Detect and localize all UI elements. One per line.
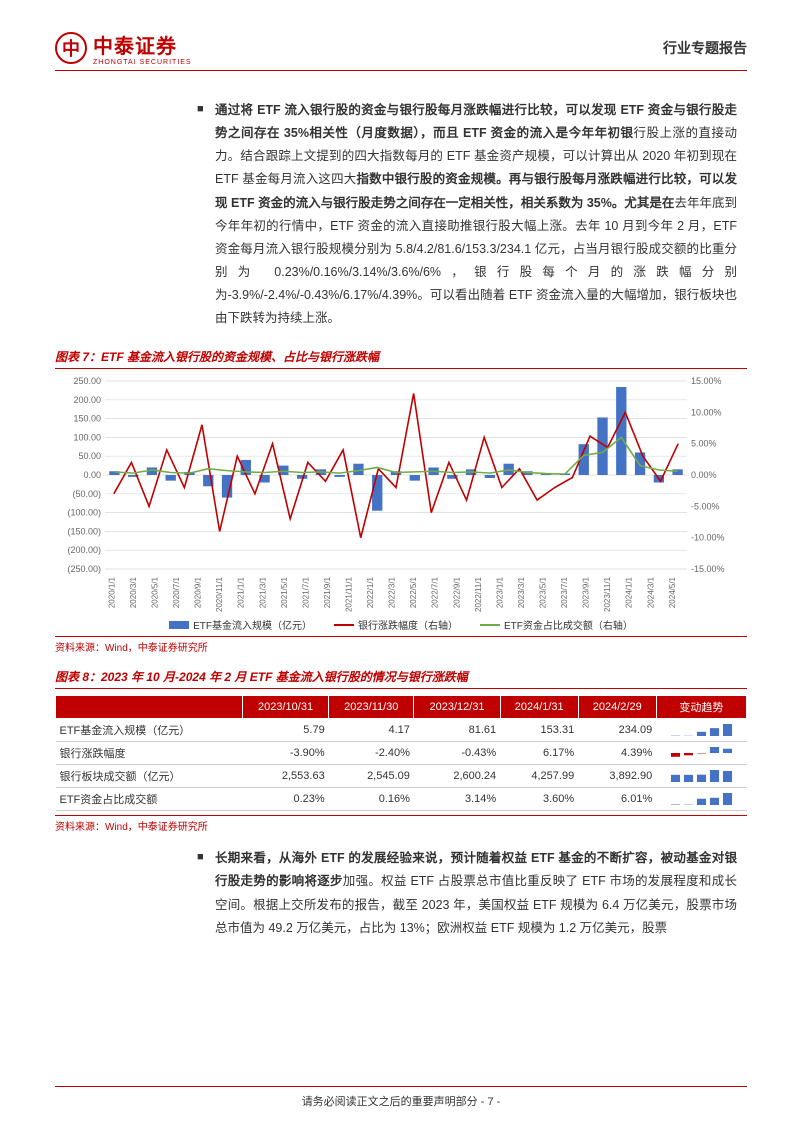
svg-text:10.00%: 10.00% — [691, 408, 722, 418]
svg-text:2024/3/1: 2024/3/1 — [646, 577, 655, 609]
svg-text:2020/5/1: 2020/5/1 — [150, 577, 159, 609]
legend-line1: 银行涨跌幅度（右轴） — [358, 617, 458, 632]
svg-text:2024/5/1: 2024/5/1 — [668, 577, 677, 609]
svg-text:2020/11/1: 2020/11/1 — [215, 577, 224, 613]
logo-text-cn: 中泰证券 — [93, 30, 192, 59]
svg-text:2020/7/1: 2020/7/1 — [172, 577, 181, 609]
svg-text:0.00: 0.00 — [83, 470, 101, 480]
svg-text:15.00%: 15.00% — [691, 376, 722, 386]
legend-line2: ETF资金占比成交额（右轴） — [504, 617, 633, 632]
svg-text:-5.00%: -5.00% — [691, 502, 720, 512]
svg-text:(100.00): (100.00) — [67, 508, 101, 518]
svg-text:-10.00%: -10.00% — [691, 533, 725, 543]
svg-text:(150.00): (150.00) — [67, 527, 101, 537]
svg-text:2022/1/1: 2022/1/1 — [366, 577, 375, 609]
svg-text:5.00%: 5.00% — [691, 439, 717, 449]
doc-type: 行业专题报告 — [663, 38, 747, 58]
svg-text:250.00: 250.00 — [73, 376, 101, 386]
svg-text:2021/1/1: 2021/1/1 — [237, 577, 246, 609]
svg-text:(200.00): (200.00) — [67, 545, 101, 555]
page-footer: 请务必阅读正文之后的重要声明部分 - 7 - — [0, 1086, 802, 1109]
chart-7: (250.00) (200.00) (150.00) (100.00) (50.00) 0… — [55, 375, 735, 615]
svg-text:2021/9/1: 2021/9/1 — [323, 577, 332, 609]
svg-text:50.00: 50.00 — [78, 451, 101, 461]
svg-text:2021/3/1: 2021/3/1 — [258, 577, 267, 609]
paragraph-2: ■ 长期来看，从海外 ETF 的发展经验来说，预计随着权益 ETF 基金的不断扩… — [215, 847, 737, 940]
chart-7-legend: ETF基金流入规模（亿元） 银行涨跌幅度（右轴） ETF资金占比成交额（右轴） — [55, 617, 747, 632]
svg-text:2023/11/1: 2023/11/1 — [603, 577, 612, 613]
logo: 中 中泰证券 ZHONGTAI SECURITIES — [55, 30, 192, 66]
svg-text:-15.00%: -15.00% — [691, 564, 725, 574]
chart-8-section: 图表 8：2023 年 10 月-2024 年 2 月 ETF 基金流入银行股的… — [55, 668, 747, 833]
svg-text:2022/3/1: 2022/3/1 — [388, 577, 397, 609]
chart-7-section: 图表 7：ETF 基金流入银行股的资金规模、占比与银行涨跌幅 (250.00)(… — [55, 348, 747, 654]
svg-text:150.00: 150.00 — [73, 414, 101, 424]
page-header: 中 中泰证券 ZHONGTAI SECURITIES 行业专题报告 — [55, 30, 747, 71]
svg-text:2023/1/1: 2023/1/1 — [495, 577, 504, 609]
svg-text:100.00: 100.00 — [73, 433, 101, 443]
svg-text:2023/9/1: 2023/9/1 — [582, 577, 591, 609]
bullet-icon: ■ — [197, 99, 204, 119]
svg-text:2021/11/1: 2021/11/1 — [344, 577, 353, 613]
chart-7-svg: (250.00) (200.00) (150.00) (100.00) (50.00) 0… — [55, 375, 735, 615]
svg-text:2020/1/1: 2020/1/1 — [107, 577, 116, 609]
svg-text:2021/7/1: 2021/7/1 — [301, 577, 310, 609]
legend-bars: ETF基金流入规模（亿元） — [193, 617, 312, 632]
paragraph-1: ■ 通过将 ETF 流入银行股的资金与银行股每月涨跌幅进行比较，可以发现 ETF… — [215, 99, 737, 330]
svg-text:2022/5/1: 2022/5/1 — [409, 577, 418, 609]
svg-text:(50.00): (50.00) — [72, 489, 101, 499]
svg-text:2020/9/1: 2020/9/1 — [194, 577, 203, 609]
svg-text:2022/7/1: 2022/7/1 — [431, 577, 440, 609]
svg-text:200.00: 200.00 — [73, 395, 101, 405]
chart-8-source: 资料来源：Wind，中泰证券研究所 — [55, 815, 747, 833]
svg-text:(250.00): (250.00) — [67, 564, 101, 574]
svg-text:2020/3/1: 2020/3/1 — [129, 577, 138, 609]
chart-8-title: 图表 8：2023 年 10 月-2024 年 2 月 ETF 基金流入银行股的… — [55, 668, 747, 689]
svg-text:2023/5/1: 2023/5/1 — [538, 577, 547, 609]
svg-text:2024/1/1: 2024/1/1 — [625, 577, 634, 609]
chart-7-title: 图表 7：ETF 基金流入银行股的资金规模、占比与银行涨跌幅 — [55, 348, 747, 369]
chart-7-source: 资料来源：Wind，中泰证券研究所 — [55, 636, 747, 654]
footer-page: - 7 - — [481, 1096, 501, 1108]
chart-8-table: 2023/10/312023/11/302023/12/312024/1/312… — [55, 695, 747, 811]
svg-text:2022/9/1: 2022/9/1 — [452, 577, 461, 609]
svg-text:2022/11/1: 2022/11/1 — [474, 577, 483, 613]
svg-text:2021/5/1: 2021/5/1 — [280, 577, 289, 609]
svg-text:0.00%: 0.00% — [691, 470, 717, 480]
footer-text: 请务必阅读正文之后的重要声明部分 — [302, 1096, 478, 1108]
logo-icon: 中 — [55, 32, 87, 64]
logo-text-en: ZHONGTAI SECURITIES — [93, 59, 192, 66]
svg-text:2023/3/1: 2023/3/1 — [517, 577, 526, 609]
svg-text:2023/7/1: 2023/7/1 — [560, 577, 569, 609]
bullet-icon: ■ — [197, 847, 204, 867]
